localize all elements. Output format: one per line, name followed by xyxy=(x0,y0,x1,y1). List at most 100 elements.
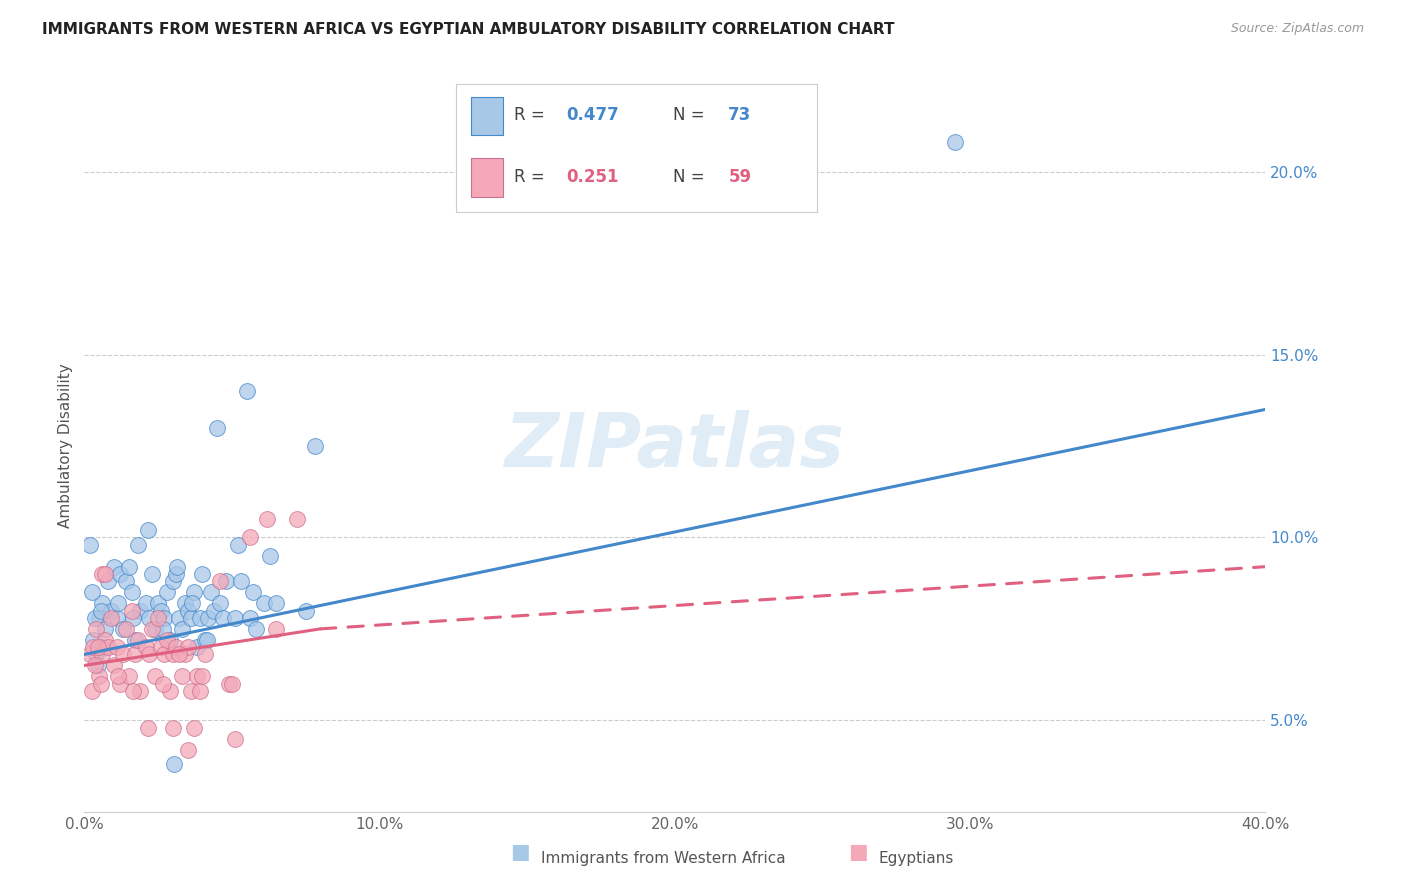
Point xyxy=(218,676,240,690)
Point xyxy=(259,549,281,563)
Point xyxy=(295,603,318,617)
Point xyxy=(148,611,170,625)
Point xyxy=(86,640,108,655)
Point xyxy=(100,603,122,617)
Point xyxy=(86,658,108,673)
Point xyxy=(121,585,143,599)
Text: ■: ■ xyxy=(848,842,868,862)
Point xyxy=(94,632,117,647)
Point xyxy=(118,669,141,683)
Point xyxy=(180,684,202,698)
Point xyxy=(186,640,208,655)
Point xyxy=(159,684,181,698)
Point xyxy=(167,611,190,625)
Point xyxy=(156,585,179,599)
Point xyxy=(83,658,105,673)
Point xyxy=(224,731,246,746)
Point xyxy=(152,676,174,690)
Point xyxy=(82,632,104,647)
Point xyxy=(239,611,262,625)
Point xyxy=(183,721,205,735)
Point xyxy=(242,585,264,599)
Point xyxy=(183,585,205,599)
Point xyxy=(205,421,228,435)
Point xyxy=(177,742,200,756)
Point xyxy=(153,648,176,662)
Point xyxy=(103,559,125,574)
Point xyxy=(177,603,200,617)
Point xyxy=(127,632,149,647)
Point xyxy=(89,611,111,625)
Point xyxy=(188,684,211,698)
Point xyxy=(188,611,211,625)
Point xyxy=(91,567,114,582)
Point xyxy=(105,611,128,625)
Point xyxy=(150,640,173,655)
Point xyxy=(90,676,112,690)
Point xyxy=(90,603,112,617)
Point xyxy=(194,648,217,662)
Point xyxy=(91,648,114,662)
Point xyxy=(239,530,262,544)
Point xyxy=(124,632,146,647)
Point xyxy=(162,648,184,662)
Point xyxy=(152,622,174,636)
Point xyxy=(141,622,163,636)
Point xyxy=(91,640,114,655)
Text: Egyptians: Egyptians xyxy=(879,851,955,865)
Point xyxy=(200,585,222,599)
Point xyxy=(170,622,193,636)
Point xyxy=(80,585,103,599)
Point xyxy=(173,648,195,662)
Point xyxy=(97,574,120,589)
Point xyxy=(129,684,152,698)
Point xyxy=(148,596,170,610)
Point xyxy=(226,538,249,552)
Point xyxy=(138,611,160,625)
Point xyxy=(264,622,288,636)
Point xyxy=(108,567,131,582)
Point xyxy=(945,136,967,150)
Text: Source: ZipAtlas.com: Source: ZipAtlas.com xyxy=(1230,22,1364,36)
Point xyxy=(191,567,214,582)
Point xyxy=(209,596,232,610)
Point xyxy=(122,611,145,625)
Point xyxy=(127,538,149,552)
Point xyxy=(122,684,145,698)
Point xyxy=(79,648,101,662)
Point xyxy=(118,559,141,574)
Point xyxy=(229,574,252,589)
Point xyxy=(173,596,195,610)
Point xyxy=(114,622,136,636)
Point xyxy=(135,640,157,655)
Point xyxy=(195,632,218,647)
Point xyxy=(91,596,114,610)
Point xyxy=(108,676,131,690)
Point xyxy=(107,669,129,683)
Point xyxy=(180,611,202,625)
Point xyxy=(285,512,308,526)
Point xyxy=(224,611,246,625)
Point xyxy=(197,611,219,625)
Point xyxy=(107,596,129,610)
Point xyxy=(162,721,184,735)
Text: ZIPatlas: ZIPatlas xyxy=(505,409,845,483)
Point xyxy=(304,439,326,453)
Point xyxy=(191,669,214,683)
Point xyxy=(236,384,259,399)
Point xyxy=(141,567,163,582)
Point xyxy=(167,648,190,662)
Point xyxy=(165,567,187,582)
Point xyxy=(245,622,267,636)
Point xyxy=(103,658,125,673)
Point xyxy=(138,648,160,662)
Point xyxy=(136,721,159,735)
Point xyxy=(165,640,187,655)
Point xyxy=(163,757,186,772)
Point xyxy=(181,596,204,610)
Point xyxy=(94,567,117,582)
Point xyxy=(209,574,232,589)
Point xyxy=(156,632,179,647)
Point xyxy=(129,603,152,617)
Point xyxy=(256,512,278,526)
